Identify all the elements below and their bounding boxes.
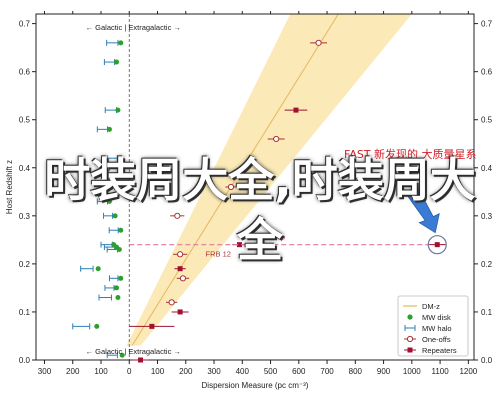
y-tick-label: 0.5: [19, 116, 31, 125]
disk-point: [95, 266, 101, 272]
frb-label: FRB 12: [206, 250, 231, 259]
fast-annotation: FAST 新发现的 大质量星系: [344, 147, 477, 161]
y-tick-label-right: 0.3: [481, 212, 493, 221]
y-tick-label: 0.3: [19, 212, 31, 221]
x-tick-label: 200: [179, 367, 193, 376]
y-tick-label: 0.4: [19, 164, 31, 173]
disk-point: [106, 198, 112, 204]
oneoff-point: [227, 183, 235, 191]
y-tick-label-right: 0.6: [481, 68, 493, 77]
y-tick-label-right: 0.7: [481, 20, 493, 29]
disk-point: [114, 285, 120, 291]
legend-swatch-oneoff: [406, 335, 414, 343]
oneoff-point: [273, 135, 280, 143]
disk-point: [94, 323, 100, 329]
y-tick-label-right: 0.5: [481, 116, 493, 125]
x-tick-label: 1000: [403, 367, 421, 376]
oneoff-point: [177, 251, 184, 258]
disk-point: [116, 155, 122, 161]
legend-swatch-repeater: [407, 347, 413, 353]
galactic-annotation-bottom: ← Galactic | Extragalactic →: [86, 347, 181, 356]
oneoff-point: [168, 299, 175, 306]
highlight-circle: [427, 235, 447, 255]
x-tick-label: 1100: [431, 367, 449, 376]
disk-point: [106, 126, 112, 132]
dmz-band: [126, 14, 412, 346]
y-tick-label: 0.6: [19, 68, 31, 77]
disk-point: [115, 107, 121, 113]
legend-label: One-offs: [422, 335, 451, 344]
legend-swatch-disk: [407, 314, 413, 320]
x-tick-label: 800: [349, 367, 363, 376]
x-tick-label: 200: [66, 367, 80, 376]
legend-box: [397, 295, 469, 357]
y-tick-label: 0.2: [19, 260, 31, 269]
pointer-arrow: [404, 186, 440, 234]
repeater-point: [138, 357, 144, 363]
y-axis-label: Host Redshift z: [5, 160, 14, 214]
disk-point: [118, 227, 124, 233]
repeater-point: [434, 242, 440, 248]
disk-point: [114, 184, 120, 190]
disk-point: [118, 275, 124, 281]
x-tick-label: 600: [292, 367, 306, 376]
repeater-point: [293, 107, 299, 113]
repeater-point: [236, 242, 242, 248]
plot-frame: [35, 13, 475, 361]
y-tick-label: 0.7: [19, 20, 31, 29]
legend-label: MW disk: [422, 313, 451, 322]
x-tick-label: 500: [264, 367, 278, 376]
y-tick-label-right: 0.4: [481, 164, 493, 173]
x-tick-label: 300: [207, 367, 221, 376]
repeater-point: [177, 309, 183, 315]
legend-label: Repeaters: [422, 346, 457, 355]
disk-point: [118, 165, 124, 171]
repeater-point: [149, 323, 155, 329]
oneoff-point: [179, 275, 187, 282]
disk-point: [114, 59, 120, 65]
x-tick-label: 0: [127, 367, 132, 376]
disk-point: [119, 352, 125, 358]
repeater-point: [177, 266, 183, 272]
x-tick-label: 400: [236, 367, 250, 376]
y-tick-label: 0.0: [19, 356, 31, 365]
x-axis-label: Dispersion Measure (pc cm⁻³): [202, 381, 309, 390]
x-tick-label: 100: [94, 367, 108, 376]
disk-point: [116, 246, 122, 252]
x-tick-label: 700: [320, 367, 334, 376]
legend-label: DM-z: [422, 302, 440, 311]
y-tick-label-right: 0.2: [481, 260, 493, 269]
oneoff-point: [174, 212, 181, 219]
dmz-center-line: [131, 13, 339, 346]
dm-excess-label: DM excess: [248, 233, 285, 242]
legend-label: MW halo: [422, 324, 452, 333]
oneoff-point: [315, 39, 322, 46]
disk-point: [112, 213, 118, 219]
x-tick-label: 300: [38, 367, 52, 376]
disk-point: [115, 295, 121, 301]
y-tick-label-right: 0.1: [481, 308, 493, 317]
x-tick-label: 100: [151, 367, 165, 376]
y-tick-label-right: 0.0: [481, 356, 493, 365]
galactic-annotation-top: ← Galactic | Extragalactic →: [86, 23, 181, 32]
disk-point: [118, 40, 124, 46]
x-tick-label: 900: [377, 367, 391, 376]
y-tick-label: 0.1: [19, 308, 31, 317]
x-tick-label: 1200: [459, 367, 477, 376]
